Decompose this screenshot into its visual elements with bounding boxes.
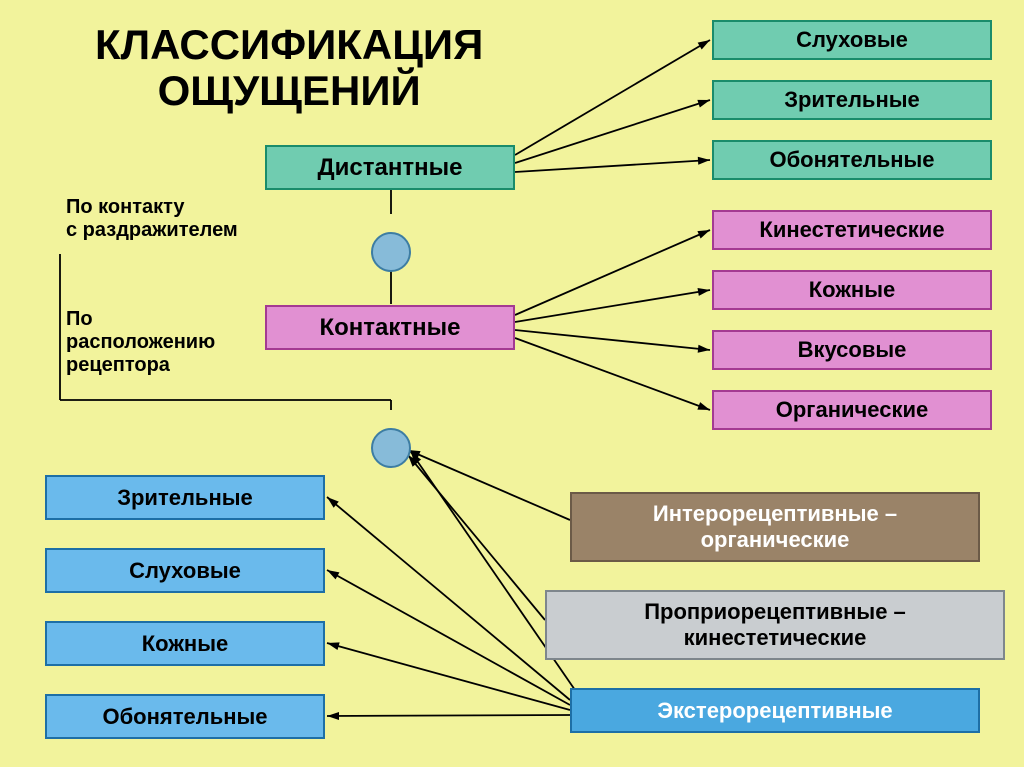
box-kinesthetic: Кинестетические [712,210,992,250]
connector-c2 [371,428,411,468]
box-vis2: Зрительные [45,475,325,520]
label-location: По расположению рецептора [66,308,215,377]
box-skin2: Кожные [45,621,325,666]
box-visual: Зрительные [712,80,992,120]
title-line1: КЛАССИФИКАЦИЯ [95,21,483,68]
box-aud2: Слуховые [45,548,325,593]
label-contact: По контакту с раздражителем [66,196,238,242]
box-extero: Экстерорецептивные [570,688,980,733]
page-title: КЛАССИФИКАЦИЯ ОЩУЩЕНИЙ [95,22,483,114]
box-distant: Дистантные [265,145,515,190]
box-intero: Интерорецептивные – органические [570,492,980,562]
box-proprio: Проприорецептивные – кинестетические [545,590,1005,660]
box-taste: Вкусовые [712,330,992,370]
box-contact: Контактные [265,305,515,350]
box-auditory: Слуховые [712,20,992,60]
box-olf2: Обонятельные [45,694,325,739]
box-skin: Кожные [712,270,992,310]
connector-c1 [371,232,411,272]
box-olfactory: Обонятельные [712,140,992,180]
title-line2: ОЩУЩЕНИЙ [158,67,421,114]
box-organic: Органические [712,390,992,430]
